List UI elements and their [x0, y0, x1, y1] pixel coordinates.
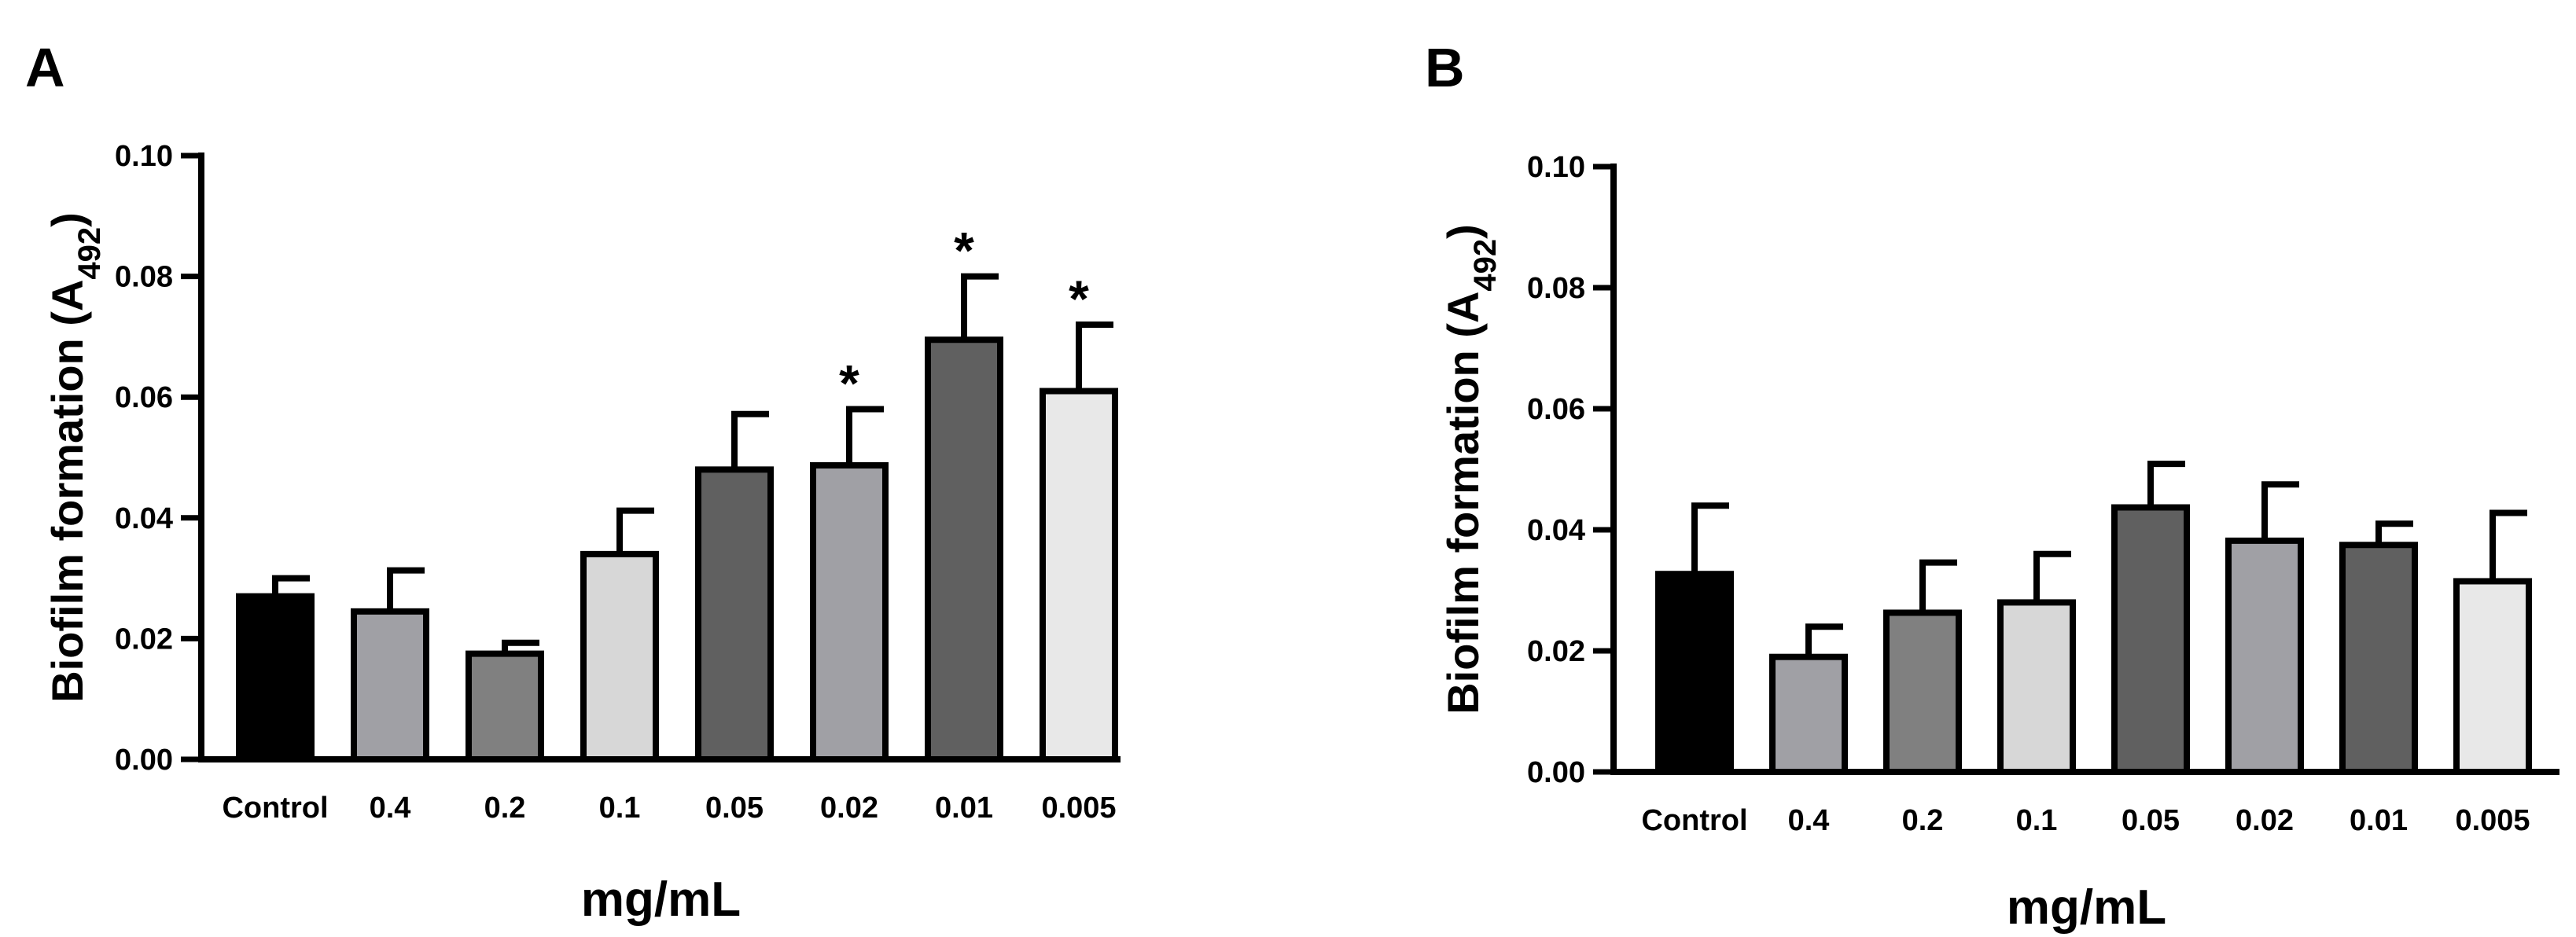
y-tick-label: 0.00 [1527, 756, 1585, 789]
panel-letter: A [25, 37, 65, 98]
x-tick-label: Control [222, 792, 328, 825]
y-axis-title: Biofilm formation (A492) [1438, 224, 1503, 715]
y-tick-label: 0.08 [115, 261, 173, 294]
y-tick-label: 0.04 [115, 502, 173, 535]
x-tick-label: 0.05 [2122, 804, 2180, 837]
bar [580, 550, 659, 762]
y-tick-label: 0.00 [115, 744, 173, 777]
y-tick-label: 0.02 [1527, 635, 1585, 668]
y-tick-label: 0.10 [1527, 151, 1585, 184]
y-axis-title-subscript: 492 [1468, 239, 1503, 292]
bar [2453, 578, 2532, 776]
x-tick-label: 0.1 [599, 792, 641, 825]
x-tick-label: 0.4 [370, 792, 411, 825]
y-axis-title: Biofilm formation (A492) [42, 212, 107, 703]
bar [1769, 653, 1848, 776]
x-tick-label: 0.005 [1041, 792, 1116, 825]
bar [695, 466, 774, 762]
x-tick-label: 0.4 [1788, 804, 1830, 837]
y-tick-label: 0.08 [1527, 272, 1585, 305]
x-tick-label: 0.1 [2016, 804, 2058, 837]
bar [2339, 542, 2418, 775]
x-tick-label: Control [1641, 804, 1747, 837]
significance-label: * [839, 355, 859, 413]
y-tick-label: 0.06 [1527, 393, 1585, 426]
y-tick-label: 0.02 [115, 623, 173, 656]
bar [351, 608, 429, 763]
y-axis-title-end: ) [42, 212, 92, 227]
significance-label: * [954, 222, 974, 280]
bar [2225, 537, 2304, 775]
y-axis-title-main: Biofilm formation (A [42, 280, 92, 703]
panel-letter: B [1425, 37, 1465, 98]
x-tick-label: 0.2 [484, 792, 526, 825]
bar [810, 461, 889, 762]
y-axis-title-end: ) [1438, 224, 1488, 239]
panel-a: A Control 0.4 0.2 0.1 0.05 * 0.02 * 0.01 * 0.005 0.0… [25, 37, 1121, 927]
x-tick-label: 0.05 [705, 792, 764, 825]
y-axis-title-main: Biofilm formation (A [1438, 292, 1488, 715]
x-tick-label: 0.02 [820, 792, 878, 825]
x-axis-title: mg/mL [2007, 880, 2166, 935]
y-tick-label: 0.10 [115, 140, 173, 173]
significance-label: * [1069, 270, 1089, 328]
x-axis-title: mg/mL [581, 873, 741, 927]
bar [1997, 599, 2076, 776]
x-tick-label: 0.01 [935, 792, 993, 825]
panel-b: B Control 0.4 0.2 0.1 0.05 0.02 0.01 0.005 0.00 0.… [1425, 37, 2559, 935]
bar [925, 336, 1003, 762]
y-axis-title-subscript: 492 [72, 227, 107, 280]
bar [1883, 609, 1962, 775]
bar [2111, 504, 2190, 775]
bar [236, 593, 315, 763]
y-tick-label: 0.04 [1527, 514, 1585, 547]
x-tick-label: 0.01 [2350, 804, 2408, 837]
x-tick-label: 0.2 [1902, 804, 1944, 837]
y-tick-label: 0.06 [115, 381, 173, 414]
bar [1040, 388, 1118, 762]
bar [1655, 571, 1734, 776]
x-tick-label: 0.02 [2236, 804, 2294, 837]
bar [466, 650, 544, 762]
x-tick-label: 0.005 [2455, 804, 2530, 837]
